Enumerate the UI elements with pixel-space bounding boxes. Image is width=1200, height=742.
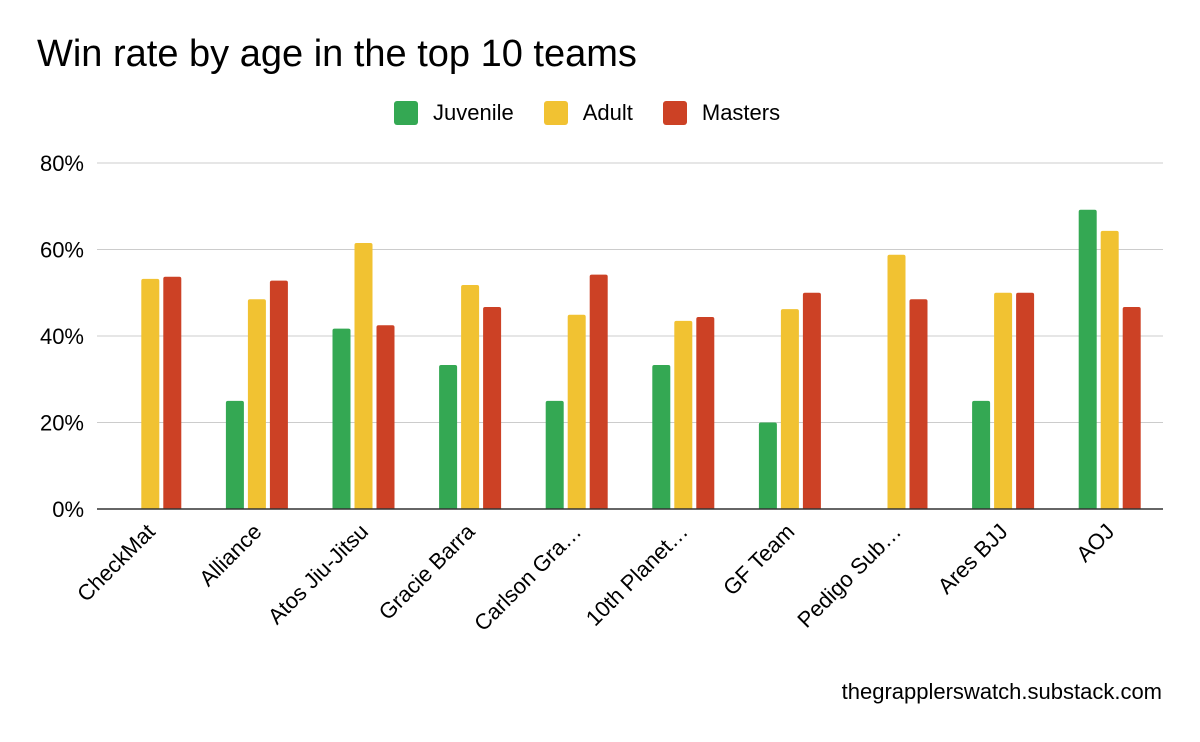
bar-adult xyxy=(1100,230,1119,509)
bar-masters xyxy=(483,307,502,509)
bar-juvenile xyxy=(545,400,564,509)
bar-adult xyxy=(141,278,160,509)
bar-masters xyxy=(696,316,715,509)
bar-masters xyxy=(163,276,182,509)
x-tick-label: Atos Jiu-Jitsu xyxy=(263,519,373,629)
legend: Juvenile Adult Masters xyxy=(394,99,810,127)
x-tick-label: CheckMat xyxy=(72,519,160,607)
bar-adult xyxy=(674,320,693,509)
legend-swatch xyxy=(394,101,418,125)
y-tick-label: 20% xyxy=(40,411,84,436)
bar-juvenile xyxy=(972,400,991,509)
x-tick-label: GF Team xyxy=(718,519,799,600)
bar-adult xyxy=(994,292,1013,509)
bar-adult xyxy=(567,314,586,509)
legend-swatch xyxy=(543,101,568,125)
x-tick-label: Gracie Barra xyxy=(374,518,480,624)
legend-item-masters: Masters xyxy=(662,100,781,126)
bar-adult xyxy=(247,299,266,509)
bars xyxy=(141,209,1141,509)
bar-adult xyxy=(887,254,906,509)
bar-masters xyxy=(909,299,928,509)
legend-item-juvenile: Juvenile xyxy=(394,100,514,126)
x-tick-label: AOJ xyxy=(1071,519,1119,567)
x-tick-label: Pedigo Sub… xyxy=(792,519,906,633)
bar-masters xyxy=(376,325,395,509)
x-tick-label: 10th Planet… xyxy=(581,519,693,631)
bar-adult xyxy=(354,243,373,509)
bar-masters xyxy=(1122,307,1141,509)
bar-juvenile xyxy=(652,364,671,509)
legend-item-adult: Adult xyxy=(543,100,633,126)
legend-label: Masters xyxy=(701,100,781,125)
chart-title: Win rate by age in the top 10 teams xyxy=(37,33,637,75)
x-tick-label: Ares BJJ xyxy=(933,519,1013,599)
bar-masters xyxy=(802,292,821,509)
bar-adult xyxy=(461,284,480,509)
bar-juvenile xyxy=(758,422,777,509)
bar-juvenile xyxy=(332,328,351,509)
y-tick-label: 80% xyxy=(40,151,84,176)
legend-label: Adult xyxy=(582,100,633,125)
y-tick-label: 60% xyxy=(40,238,84,263)
y-axis-tick-labels: 0% 20% 40% 60% 80% xyxy=(40,151,84,522)
bar-adult xyxy=(780,309,799,509)
bar-juvenile xyxy=(225,400,244,509)
bar-masters xyxy=(589,274,608,509)
y-tick-label: 0% xyxy=(52,497,84,522)
legend-swatch xyxy=(662,101,687,125)
bar-masters xyxy=(1016,292,1035,509)
bar-masters xyxy=(269,280,288,509)
bar-juvenile xyxy=(1078,209,1097,509)
bar-juvenile xyxy=(439,364,458,509)
source-note: thegrapplerswatch.substack.com xyxy=(841,679,1162,704)
y-tick-label: 40% xyxy=(40,324,84,349)
x-tick-label: Alliance xyxy=(194,519,266,591)
legend-label: Juvenile xyxy=(433,100,514,125)
x-tick-label: Carlson Gra… xyxy=(469,519,586,636)
